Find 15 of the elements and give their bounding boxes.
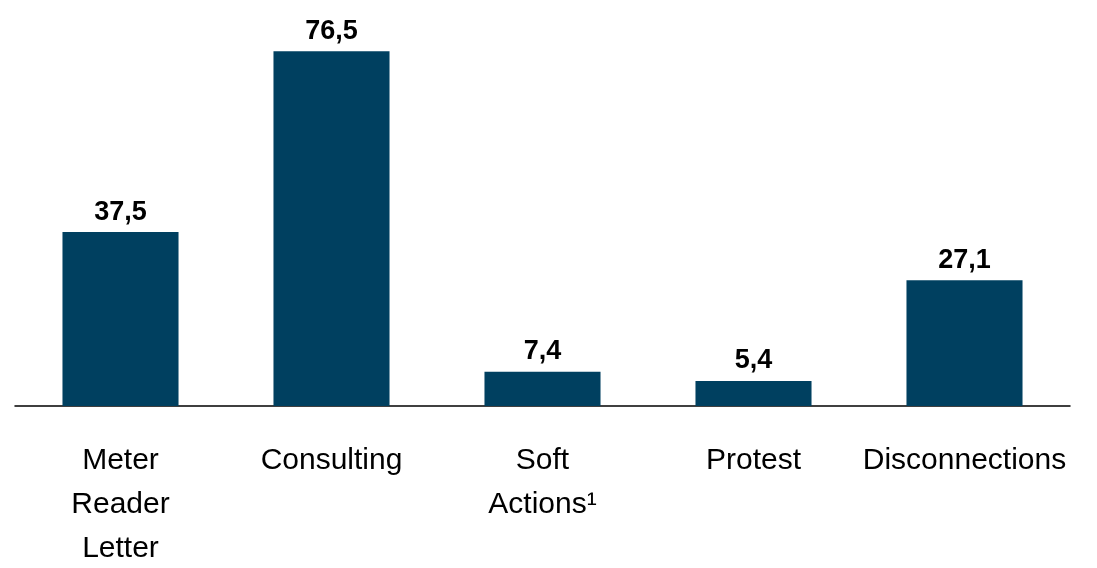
x-tick-label: Meter Reader Letter (71, 441, 170, 563)
bar (695, 380, 812, 406)
x-tick-label: Protest (705, 441, 802, 475)
data-label: 37,5 (94, 195, 147, 226)
data-label: 7,4 (523, 335, 562, 366)
x-tick-label: Consulting (260, 441, 403, 475)
data-label: 27,1 (938, 243, 991, 274)
bar (906, 280, 1023, 406)
x-tick-label: Disconnections (862, 441, 1067, 475)
x-tick-label: Soft Actions¹ (488, 441, 597, 519)
bar (484, 371, 601, 406)
bar (62, 232, 179, 406)
data-label: 5,4 (734, 344, 773, 375)
data-label: 76,5 (305, 14, 358, 45)
bar (273, 51, 390, 406)
